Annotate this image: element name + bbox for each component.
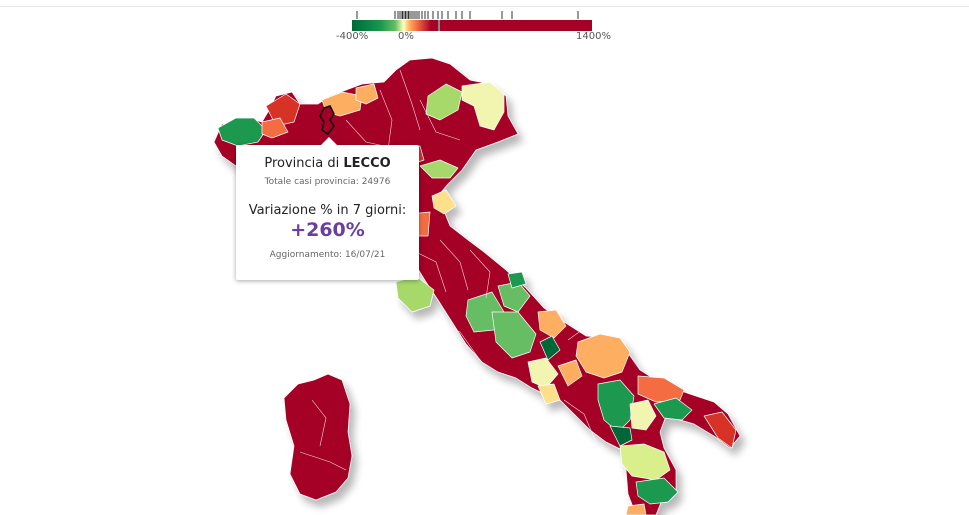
legend-min-label: -400%	[336, 31, 369, 42]
color-legend: -400% 0% 1400%	[336, 10, 611, 42]
province-crotone[interactable]	[635, 477, 679, 505]
province-belluno[interactable]	[425, 83, 463, 121]
tooltip-province-name: LECCO	[343, 156, 391, 171]
province-lecco-highlighted[interactable]	[319, 105, 335, 136]
province-vicenza[interactable]	[419, 159, 459, 179]
legend-max-label: 1400%	[576, 31, 611, 42]
tooltip-update: Aggiornamento: 16/07/21	[236, 250, 419, 260]
province-potenza[interactable]	[597, 379, 635, 433]
legend-gradient-bar	[352, 20, 592, 31]
province-udine[interactable]	[461, 81, 505, 131]
province-aosta[interactable]	[217, 117, 267, 147]
top-divider	[0, 6, 969, 7]
province-tooltip: Provincia di LECCO Totale casi provincia…	[236, 137, 419, 280]
tooltip-update-label: Aggiornamento:	[269, 250, 345, 260]
province-lecce[interactable]	[703, 411, 737, 449]
province-isernia[interactable]	[539, 335, 561, 361]
province-teramo-north[interactable]	[507, 271, 527, 289]
province-latina[interactable]	[537, 383, 561, 405]
mainland-italy[interactable]	[213, 57, 741, 515]
province-reggio-calabria[interactable]	[625, 503, 647, 515]
province-brescia-north[interactable]	[355, 83, 379, 105]
province-matera[interactable]	[629, 399, 657, 431]
province-aquila[interactable]	[491, 311, 537, 359]
province-cosenza[interactable]	[619, 443, 671, 481]
tooltip-update-date: 16/07/21	[344, 250, 386, 260]
province-foggia[interactable]	[575, 333, 631, 379]
province-chieti[interactable]	[537, 309, 567, 339]
sardinia[interactable]	[283, 373, 353, 501]
tooltip-title-prefix: Provincia di	[264, 156, 344, 171]
province-benevento[interactable]	[557, 359, 583, 387]
tooltip-total-cases-label: Totale casi provincia:	[264, 177, 362, 187]
tooltip-title: Provincia di LECCO	[236, 156, 419, 171]
tooltip-total-cases: Totale casi provincia: 24976	[236, 177, 419, 187]
tooltip-variation-label: Variazione % in 7 giorni:	[248, 203, 407, 218]
province-bari[interactable]	[637, 375, 685, 403]
province-verbano[interactable]	[261, 117, 289, 139]
tooltip-variation-value: +260%	[290, 219, 365, 241]
province-ravenna[interactable]	[431, 189, 457, 215]
legend-distribution-ticks	[356, 11, 579, 19]
province-frosinone[interactable]	[527, 357, 559, 389]
province-avellino[interactable]	[609, 425, 633, 447]
legend-zero-label: 0%	[398, 31, 414, 42]
province-taranto[interactable]	[653, 397, 693, 421]
tooltip-total-cases-value: 24976	[361, 177, 391, 187]
